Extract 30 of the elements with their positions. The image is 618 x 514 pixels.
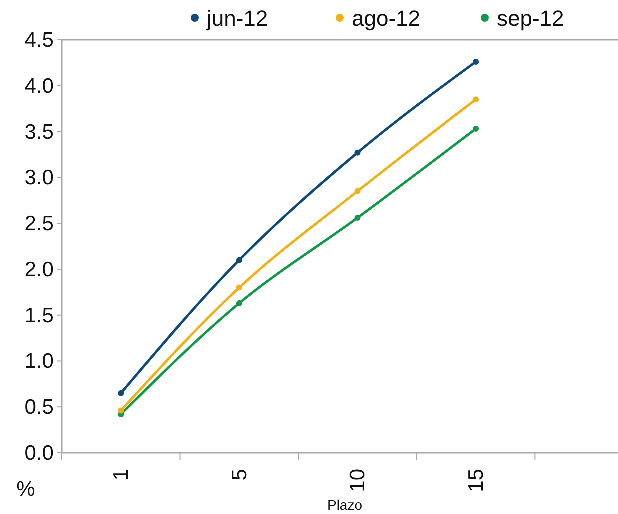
point xyxy=(473,59,480,66)
y-tick-label: 1.5 xyxy=(24,304,54,328)
y-tick-label: 2.0 xyxy=(24,258,54,282)
x-tick-label: 1 xyxy=(110,469,134,481)
point xyxy=(354,188,361,194)
point xyxy=(354,150,361,156)
y-tick-label: 3.5 xyxy=(24,120,54,144)
x-axis-title: Plazo xyxy=(327,497,363,513)
legend-label: sep-12 xyxy=(497,6,564,31)
x-tick-label: 15 xyxy=(465,469,488,492)
point xyxy=(236,284,242,291)
y-tick-label: 2.5 xyxy=(24,212,54,236)
y-tick-label: 3.0 xyxy=(24,166,54,190)
y-tick-label: 4.0 xyxy=(24,74,54,98)
y-axis-title: % xyxy=(16,478,36,501)
y-tick-label: 1.0 xyxy=(24,350,54,374)
point xyxy=(118,390,124,396)
x-tick-label: 5 xyxy=(228,469,252,481)
y-tick-label: 0.0 xyxy=(24,442,54,465)
point xyxy=(236,257,242,264)
y-tick-label: 0.5 xyxy=(24,396,54,420)
point xyxy=(118,408,124,414)
legend-label: ago-12 xyxy=(352,6,421,31)
y-tick-label: 4.5 xyxy=(24,29,54,52)
legend-label: jun-12 xyxy=(206,6,268,31)
point xyxy=(473,96,480,103)
x-tick-label: 10 xyxy=(346,469,370,492)
point xyxy=(236,300,242,306)
point xyxy=(354,215,361,222)
point xyxy=(473,126,480,132)
